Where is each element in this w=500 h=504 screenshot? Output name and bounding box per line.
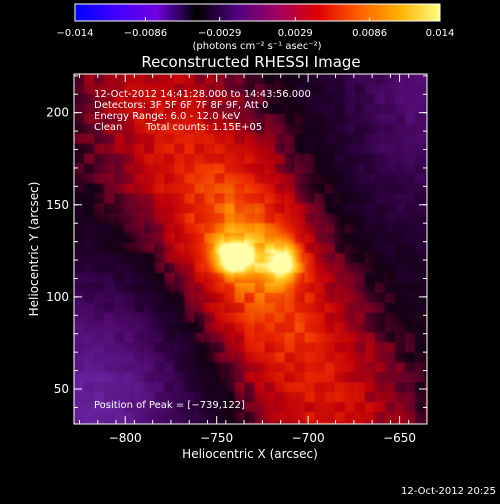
annotation-energy-range: Energy Range: 6.0 - 12.0 keV <box>94 111 240 122</box>
y-tick-label: 150 <box>46 198 69 212</box>
y-tick-label: 50 <box>54 382 69 396</box>
colorbar-tick-label: −0.0086 <box>124 28 167 39</box>
y-tick-label: 200 <box>46 106 69 120</box>
y-axis-label: Heliocentric Y (arcsec) <box>27 182 41 317</box>
annotation-block: 12-Oct-2012 14:41:28.000 to 14:43:56.000… <box>94 89 311 133</box>
peak-position-label: Position of Peak = [−739,122] <box>94 400 245 411</box>
chart-title: Reconstructed RHESSI Image <box>141 53 360 71</box>
footer-timestamp: 12-Oct-2012 20:25 <box>401 486 496 497</box>
x-tick-label: −700 <box>292 431 325 445</box>
annotation-time-range: 12-Oct-2012 14:41:28.000 to 14:43:56.000 <box>94 89 311 100</box>
colorbar-tick-label: 0.014 <box>426 28 455 39</box>
colorbar-tick-label: −0.0029 <box>198 28 241 39</box>
y-axis-ticks: 50 100 150 200 <box>46 75 427 408</box>
colorbar-gradient <box>74 3 441 22</box>
y-tick-label: 100 <box>46 290 69 304</box>
plot-area: −800 −750 −700 −650 50 100 150 200 <box>46 73 428 445</box>
x-tick-label: −650 <box>383 431 416 445</box>
x-tick-label: −800 <box>109 431 142 445</box>
x-tick-label: −750 <box>200 431 233 445</box>
colorbar-ticks: −0.014 −0.0086 −0.0029 0.0029 0.0086 0.014 <box>56 17 454 39</box>
plot-frame <box>73 73 428 425</box>
colorbar-tick-label: 0.0086 <box>352 28 387 39</box>
annotation-detectors: Detectors: 3F 5F 6F 7F 8F 9F, Att 0 <box>94 100 268 111</box>
annotation-algorithm: Clean <box>94 122 122 133</box>
colorbar-tick-label: 0.0029 <box>278 28 313 39</box>
colorbar-units-label: (photons cm⁻² s⁻¹ asec⁻²) <box>192 41 321 52</box>
colorbar: −0.014 −0.0086 −0.0029 0.0029 0.0086 0.014 (p… <box>56 3 454 52</box>
annotation-total-counts: Total counts: 1.15E+05 <box>145 122 262 133</box>
colorbar-tick-label: −0.014 <box>56 28 93 39</box>
x-axis-label: Heliocentric X (arcsec) <box>182 447 318 461</box>
x-axis-ticks: −800 −750 −700 −650 <box>78 74 416 445</box>
heatmap-image <box>74 74 427 424</box>
